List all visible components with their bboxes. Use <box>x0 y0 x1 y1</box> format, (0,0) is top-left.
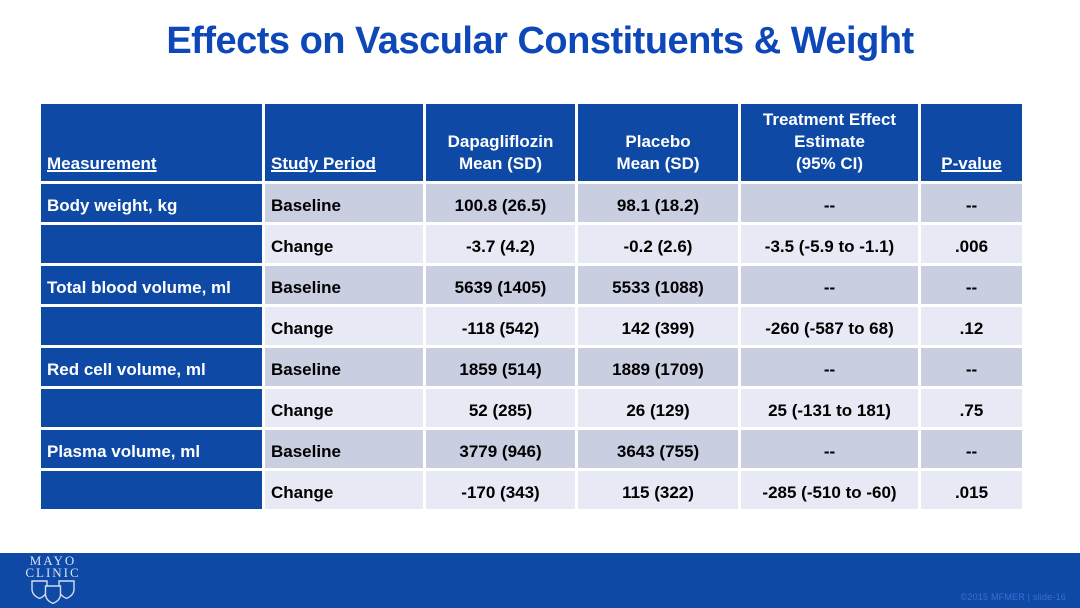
placebo-cell: 142 (399) <box>575 304 741 348</box>
placebo-cell: 1889 (1709) <box>575 345 741 389</box>
period-cell: Change <box>262 304 426 348</box>
effect-cell: -285 (-510 to -60) <box>738 468 921 512</box>
table-header-row: Measurement Study Period Dapagliflozin M… <box>38 101 1025 184</box>
measurement-cell: Body weight, kg <box>38 181 265 225</box>
mayo-clinic-logo: MAYO CLINIC <box>14 553 92 606</box>
table-row: Change -3.7 (4.2) -0.2 (2.6) -3.5 (-5.9 … <box>38 222 1025 266</box>
table-row: Body weight, kg Baseline 100.8 (26.5) 98… <box>38 181 1025 225</box>
placebo-cell: 3643 (755) <box>575 427 741 471</box>
effect-cell: -260 (-587 to 68) <box>738 304 921 348</box>
dapagliflozin-cell: 5639 (1405) <box>423 263 578 307</box>
mayo-shields-icon <box>31 580 75 605</box>
effect-cell: -3.5 (-5.9 to -1.1) <box>738 222 921 266</box>
period-cell: Change <box>262 468 426 512</box>
footer-copyright: ©2015 MFMER | slide-16 <box>960 592 1066 602</box>
measurement-cell: Total blood volume, ml <box>38 263 265 307</box>
mayo-logo-text: MAYO <box>29 553 77 568</box>
pvalue-cell: -- <box>918 345 1025 389</box>
footer-bar: MAYO CLINIC ©2015 MFMER | slide-16 <box>0 553 1080 608</box>
effect-cell: -- <box>738 427 921 471</box>
column-header-dapagliflozin: Dapagliflozin Mean (SD) <box>423 101 578 184</box>
table-row: Change -118 (542) 142 (399) -260 (-587 t… <box>38 304 1025 348</box>
period-cell: Baseline <box>262 345 426 389</box>
effect-cell: 25 (-131 to 181) <box>738 386 921 430</box>
dapagliflozin-cell: 100.8 (26.5) <box>423 181 578 225</box>
placebo-cell: 5533 (1088) <box>575 263 741 307</box>
measurement-cell <box>38 222 265 266</box>
placebo-cell: 26 (129) <box>575 386 741 430</box>
pvalue-cell: -- <box>918 181 1025 225</box>
period-cell: Change <box>262 386 426 430</box>
column-header-placebo: Placebo Mean (SD) <box>575 101 741 184</box>
pvalue-cell: -- <box>918 427 1025 471</box>
pvalue-cell: .12 <box>918 304 1025 348</box>
pvalue-cell: .75 <box>918 386 1025 430</box>
dapagliflozin-cell: 3779 (946) <box>423 427 578 471</box>
measurement-cell <box>38 304 265 348</box>
measurement-cell: Red cell volume, ml <box>38 345 265 389</box>
effect-cell: -- <box>738 345 921 389</box>
measurement-cell: Plasma volume, ml <box>38 427 265 471</box>
table-row: Change 52 (285) 26 (129) 25 (-131 to 181… <box>38 386 1025 430</box>
dapagliflozin-cell: -118 (542) <box>423 304 578 348</box>
mayo-logo-text: CLINIC <box>25 564 81 580</box>
column-header-pvalue: P-value <box>918 101 1025 184</box>
effect-cell: -- <box>738 181 921 225</box>
measurement-cell <box>38 386 265 430</box>
page-title: Effects on Vascular Constituents & Weigh… <box>166 20 914 62</box>
placebo-cell: -0.2 (2.6) <box>575 222 741 266</box>
dapagliflozin-cell: -3.7 (4.2) <box>423 222 578 266</box>
table-row: Change -170 (343) 115 (322) -285 (-510 t… <box>38 468 1025 512</box>
effect-cell: -- <box>738 263 921 307</box>
column-header-study-period: Study Period <box>262 101 426 184</box>
period-cell: Baseline <box>262 181 426 225</box>
period-cell: Baseline <box>262 263 426 307</box>
pvalue-cell: .006 <box>918 222 1025 266</box>
table-row: Plasma volume, ml Baseline 3779 (946) 36… <box>38 427 1025 471</box>
results-table: Measurement Study Period Dapagliflozin M… <box>38 101 1025 512</box>
pvalue-cell: -- <box>918 263 1025 307</box>
period-cell: Change <box>262 222 426 266</box>
placebo-cell: 98.1 (18.2) <box>575 181 741 225</box>
dapagliflozin-cell: 52 (285) <box>423 386 578 430</box>
table-row: Total blood volume, ml Baseline 5639 (14… <box>38 263 1025 307</box>
period-cell: Baseline <box>262 427 426 471</box>
pvalue-cell: .015 <box>918 468 1025 512</box>
table-row: Red cell volume, ml Baseline 1859 (514) … <box>38 345 1025 389</box>
dapagliflozin-cell: -170 (343) <box>423 468 578 512</box>
placebo-cell: 115 (322) <box>575 468 741 512</box>
column-header-measurement: Measurement <box>38 101 265 184</box>
dapagliflozin-cell: 1859 (514) <box>423 345 578 389</box>
measurement-cell <box>38 468 265 512</box>
column-header-treatment-effect: Treatment Effect Estimate (95% CI) <box>738 101 921 184</box>
